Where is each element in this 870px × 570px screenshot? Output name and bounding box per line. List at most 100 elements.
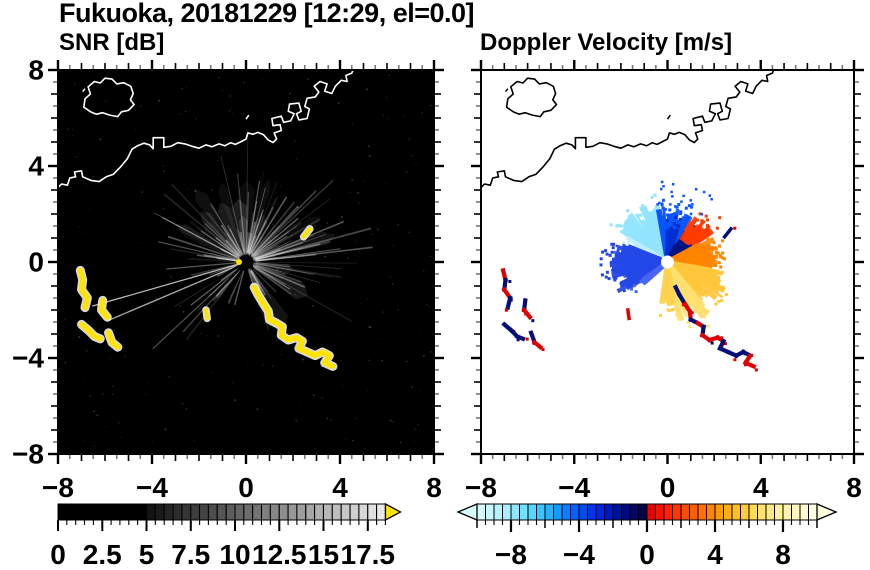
snr-clutter-ray [245,133,249,252]
snr-colorbar-cell [340,503,351,521]
snr-noise-dot [357,191,360,194]
radar-center-echo [236,259,242,265]
snr-noise-dot [312,394,315,397]
doppler-echo-dot [605,252,609,256]
snr-clutter-ray [171,183,240,255]
snr-noise-dot [104,100,107,103]
snr-noise-dot [401,220,403,222]
doppler-echo-dot [659,314,662,317]
snr-clutter-ray [251,222,302,259]
snr-clutter-ray [249,231,262,253]
doppler-echo-dot [694,188,698,191]
snr-noise-dot [78,336,81,339]
snr-noise-dot [290,234,292,237]
doppler-echo-dot [637,214,641,217]
snr-noise-dot [75,156,78,158]
snr-colorbar-label: 10 [219,539,250,570]
ship-echo-speckle [690,311,694,315]
doppler-echo-dot [668,309,671,313]
snr-clutter-ray [196,254,237,262]
snr-noise-dot [124,355,126,358]
snr-noise-dot [120,436,122,438]
snr-noise-dot [277,298,279,300]
snr-bright-ray [161,216,240,259]
snr-noise-dot [254,246,256,248]
doppler-colorbar-cell [604,503,614,521]
snr-frame [57,69,435,455]
doppler-colorbar-under-arrow [456,503,478,521]
snr-noise-dot [380,338,383,340]
snr-noise-dot [187,188,189,190]
ship-echo-velocity [722,226,734,240]
doppler-echo-dot [667,215,671,219]
snr-noise-dot [226,176,229,179]
ship-echo-speckle [541,348,545,352]
snr-noise-dot [354,254,356,256]
snr-clutter-ray [256,249,295,260]
snr-clutter-ray [246,211,254,254]
snr-clutter-ray [255,264,283,273]
doppler-colorbar-cell [570,503,580,521]
snr-noise-dot [185,408,188,410]
doppler-echo-dot [609,223,613,227]
snr-noise-dot [323,264,325,266]
snr-noise-dot [140,242,142,244]
snr-noise-dot [185,86,188,88]
snr-noise-dot [368,326,371,329]
snr-noise-dot [200,333,202,335]
snr-noise-dot [275,339,278,342]
snr-noise-dot [340,333,342,336]
snr-noise-dot [421,111,423,114]
snr-clutter-ray [152,268,240,350]
doppler-echo-dot [716,251,720,255]
doppler-echo-dot [688,325,692,329]
snr-noise-dot [375,180,377,182]
snr-noise-dot [367,324,369,327]
doppler-colorbar-cell [510,503,520,521]
snr-noise-dot [228,110,231,112]
snr-clutter-ray [246,232,250,255]
snr-colorbar-label: 12.5 [252,539,307,570]
snr-noise-dot [86,350,88,352]
snr-noise-dot [271,416,273,418]
snr-noise-dot [109,357,112,360]
snr-colorbar-cell [216,503,227,521]
snr-noise-dot [411,386,413,388]
snr-noise-dot [231,112,234,114]
snr-noise-dot [306,78,309,81]
doppler-echo-dot [639,213,643,217]
snr-colorbar-cell [225,503,236,521]
snr-colorbar-label: 0 [50,539,66,570]
snr-noise-dot [162,170,165,172]
doppler-echo-dot [613,278,617,282]
snr-noise-dot [358,251,360,253]
snr-noise-dot [84,110,86,112]
snr-clutter-ray [253,242,303,261]
snr-noise-dot [88,244,90,246]
snr-noise-dot [368,359,370,362]
snr-noise-dot [217,160,219,162]
snr-noise-dot [78,313,80,315]
snr-noise-dot [89,209,91,211]
doppler-echo-dot [666,308,670,312]
doppler-echo-dot [615,224,619,228]
snr-noise-dot [190,184,193,186]
snr-noise-dot [294,293,296,296]
doppler-echo-dot [672,222,676,226]
snr-noise-dot [275,192,277,194]
snr-clutter-ray [209,203,243,256]
snr-clutter-ray [223,231,242,256]
snr-noise-dot [333,322,335,324]
snr-clutter-ray [252,264,306,288]
ship-echo-strong [105,330,121,350]
snr-noise-dot [266,264,268,267]
doppler-echo-dot [701,293,705,297]
snr-noise-dot [381,359,384,362]
ship-echo-velocity [742,360,757,370]
snr-noise-dot [66,128,69,131]
snr-noise-dot [78,153,80,155]
snr-noise-dot [385,96,388,99]
snr-colorbar-cell [287,503,298,521]
snr-noise-dot [364,150,366,152]
doppler-echo-dot [692,225,696,229]
